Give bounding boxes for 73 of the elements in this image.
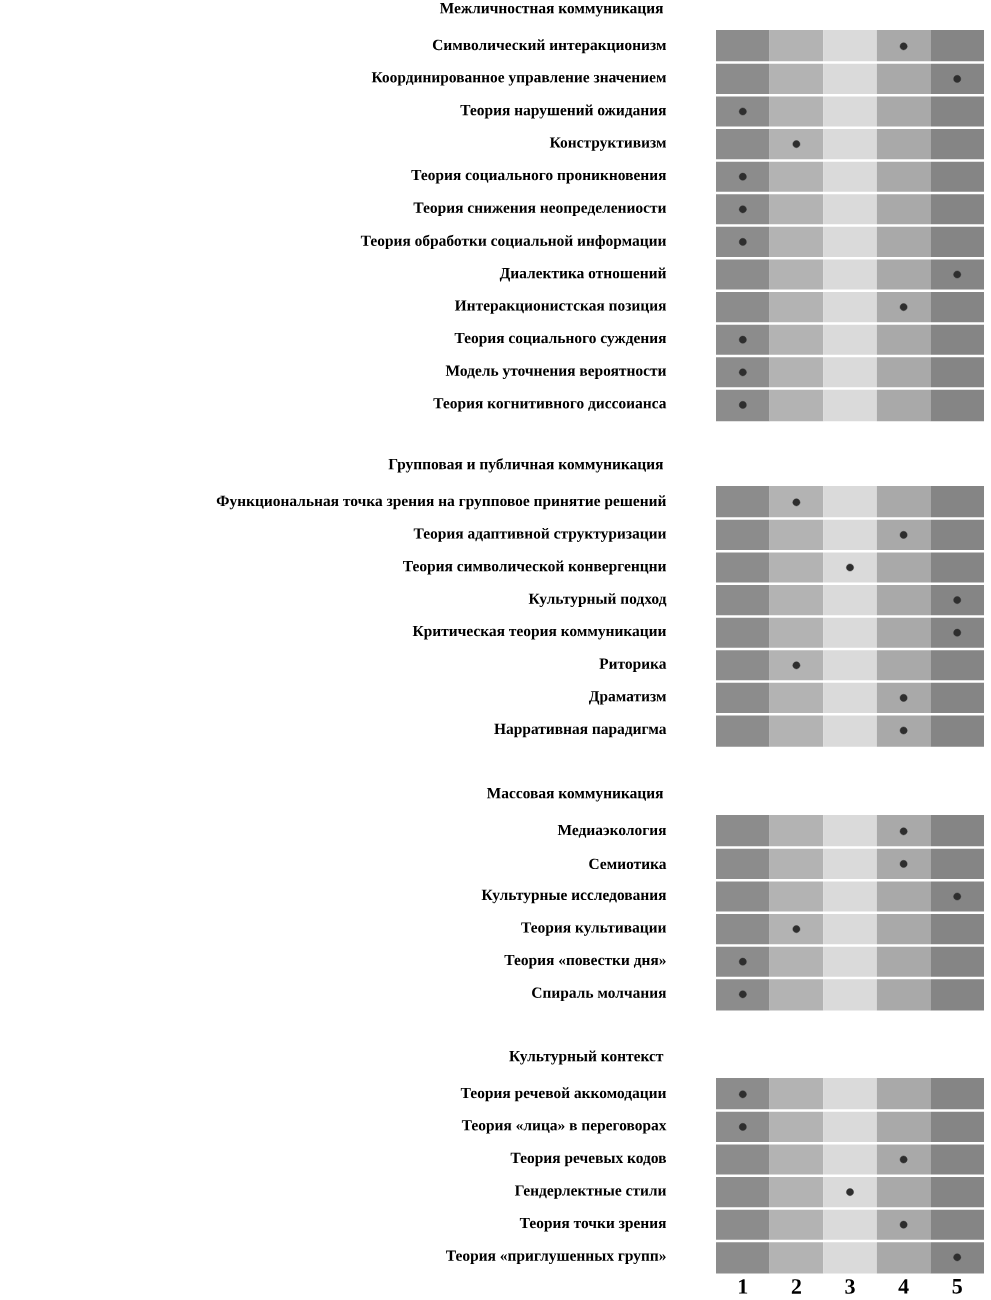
y-tick-label: Теория снижения неопределениости: [413, 202, 667, 216]
y-tick-label: Теория нарушений ожидания: [460, 104, 667, 119]
y-tick-label: Функциональная точка зрения на групповое принятие решений: [216, 495, 666, 510]
x-tick-label: 5: [952, 1279, 962, 1294]
y-tick-label: Теория «лица» в переговорах: [461, 1120, 667, 1134]
point: [953, 892, 962, 901]
point: [739, 107, 747, 116]
point: [739, 1090, 747, 1099]
point: [899, 860, 908, 868]
y-tick-label: Теория символической конвергенцни: [403, 560, 667, 575]
point: [899, 1220, 908, 1229]
point: [792, 498, 801, 507]
point: [899, 531, 908, 539]
point: [846, 1188, 854, 1196]
y-tick-label: Модель уточнения вероятности: [445, 365, 667, 380]
y-tick-label: Теория адаптивной структуризации: [413, 527, 667, 542]
y-tick-label: Символический интеракционизм: [432, 39, 666, 54]
point: [739, 172, 747, 181]
y-tick-label: Культурный подход: [528, 593, 667, 608]
point: [953, 596, 961, 604]
y-tick-label: Драматизм: [588, 691, 666, 705]
point: [899, 726, 908, 735]
y-tick-label: Риторика: [599, 658, 667, 672]
y-tick-label: Критическая теория коммуникации: [412, 625, 667, 640]
y-tick-label: Теория «приглушенных групп»: [446, 1250, 666, 1265]
point: [953, 75, 962, 83]
y-tick-label: Теория социального проникновения: [411, 170, 667, 184]
y-tick-label: Теория «повестки дня»: [504, 955, 666, 969]
point: [792, 661, 801, 670]
x-tick-label: 1: [739, 1279, 748, 1294]
x-tick-label: 4: [898, 1279, 909, 1294]
y-tick-label: Семиотика: [589, 858, 667, 870]
point: [739, 368, 747, 377]
point: [739, 990, 747, 999]
y-tick-label: Конструктивизм: [549, 137, 666, 151]
point: [739, 401, 747, 409]
y-tick-label: Медиаэкология: [557, 824, 667, 838]
point: [953, 628, 961, 637]
point: [739, 238, 747, 246]
point: [739, 335, 747, 344]
y-tick-label: Координированное управление значением: [371, 72, 666, 86]
y-tick-label: Теория точки зрения: [519, 1218, 667, 1232]
point: [739, 1123, 747, 1131]
point: [899, 827, 908, 836]
x-tick-label: 2: [791, 1279, 801, 1294]
y-tick-label: Теория культивации: [521, 922, 667, 936]
y-tick-label: Интеракционистская позиция: [454, 300, 667, 314]
point: [953, 270, 962, 279]
y-tick-label: Теория обработки социальной информации: [360, 234, 667, 250]
y-tick-label: Теория речевых кодов: [510, 1152, 667, 1167]
point: [792, 925, 801, 933]
y-tick-label: Спираль молчания: [532, 987, 667, 1002]
point: [739, 205, 747, 214]
point: [792, 140, 801, 148]
point: [846, 563, 854, 572]
y-tick-label: Теория социального суждения: [454, 332, 667, 347]
point: [739, 957, 747, 966]
y-tick-label: Теория когнитивного диссоианса: [433, 398, 667, 412]
x-tick-label: 3: [845, 1279, 855, 1294]
y-tick-label: Гендерлектные стили: [514, 1185, 667, 1199]
point: [899, 1155, 908, 1164]
point: [899, 42, 908, 51]
point: [899, 694, 908, 702]
y-tick-label: Нарративная парадигма: [494, 723, 667, 738]
point: [953, 1253, 962, 1262]
text: Межличностная коммуникация: [439, 3, 664, 17]
text: Массовая коммуникация: [486, 788, 664, 802]
y-tick-label: Культурные исследования: [481, 889, 667, 904]
text: Культурный контекст: [509, 1050, 664, 1065]
y-tick-label: Диалектика отношений: [499, 267, 667, 282]
point: [899, 303, 908, 311]
y-tick-label: Теория речевой аккомодации: [460, 1087, 667, 1102]
text: Групповая и публичная коммуникация: [388, 458, 664, 473]
